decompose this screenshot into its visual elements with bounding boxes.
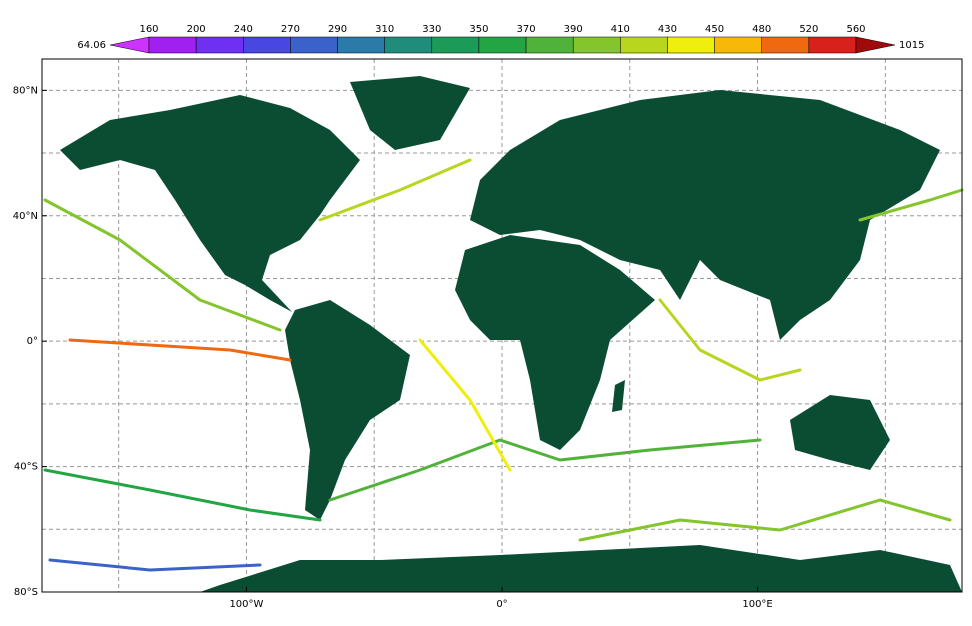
colorbar-box bbox=[384, 36, 433, 54]
colorbar-label: 450 bbox=[705, 24, 724, 35]
colorbar-label: 430 bbox=[658, 24, 677, 35]
ship-track bbox=[48, 558, 262, 572]
lat-tick-label: 80°S bbox=[14, 587, 38, 598]
ship-track bbox=[858, 188, 964, 222]
ship-track bbox=[43, 198, 282, 332]
colorbar-box bbox=[667, 36, 715, 54]
colorbar-label: 520 bbox=[799, 24, 818, 35]
colorbar-label: 370 bbox=[517, 24, 536, 35]
ship-track bbox=[658, 298, 802, 382]
colorbar-box bbox=[243, 36, 291, 54]
eurasia bbox=[470, 90, 940, 340]
colorbar-label: 480 bbox=[752, 24, 771, 35]
colorbar-box bbox=[290, 36, 338, 54]
colorbar-label: 390 bbox=[564, 24, 583, 35]
colorbar-label: 310 bbox=[375, 24, 394, 35]
north-america bbox=[60, 95, 360, 312]
colorbar-box bbox=[808, 36, 857, 54]
greenland bbox=[350, 76, 470, 150]
colorbar-max-label: 1015 bbox=[899, 40, 924, 51]
lat-tick-label: 40°S bbox=[14, 462, 38, 473]
colorbar-low bbox=[109, 36, 150, 54]
lat-tick-label: 0° bbox=[27, 336, 38, 347]
ship-track bbox=[418, 338, 512, 472]
colorbar-box bbox=[525, 36, 574, 54]
madagascar bbox=[612, 380, 625, 412]
ship-track bbox=[318, 158, 472, 222]
ship-tracks bbox=[43, 158, 964, 572]
colorbar-min-label: 64.06 bbox=[77, 40, 106, 51]
colorbar: 160 200 240 270 290 310 330 350 370 390 410 430 450 4… bbox=[77, 24, 924, 54]
colorbar-box bbox=[761, 36, 810, 54]
lon-tick-label: 100°W bbox=[229, 599, 263, 610]
ship-track bbox=[328, 438, 762, 502]
colorbar-label: 350 bbox=[469, 24, 488, 35]
colorbar-box bbox=[148, 36, 197, 54]
antarctica bbox=[200, 545, 962, 592]
lon-tick-label: 100°E bbox=[742, 599, 772, 610]
africa bbox=[455, 235, 655, 450]
colorbar-box bbox=[572, 36, 621, 54]
australia bbox=[790, 395, 890, 470]
colorbar-box bbox=[337, 36, 385, 54]
south-america bbox=[285, 300, 410, 520]
colorbar-box bbox=[620, 36, 668, 54]
colorbar-label: 200 bbox=[187, 24, 206, 35]
colorbar-box bbox=[478, 36, 527, 54]
colorbar-label: 330 bbox=[422, 24, 441, 35]
colorbar-high bbox=[855, 36, 896, 54]
colorbar-box bbox=[431, 36, 480, 54]
colorbar-label: 410 bbox=[611, 24, 630, 35]
ship-track bbox=[578, 498, 952, 542]
ship-track bbox=[68, 338, 292, 362]
colorbar-label: 560 bbox=[846, 24, 865, 35]
lat-tick-label: 80°N bbox=[13, 85, 38, 96]
colorbar-label: 160 bbox=[139, 24, 158, 35]
colorbar-label: 270 bbox=[281, 24, 300, 35]
axis-labels: 80°N 40°N 0° 40°S 80°S 100°W 0° 100°E bbox=[13, 85, 773, 610]
land bbox=[60, 76, 962, 592]
colorbar-label: 290 bbox=[328, 24, 347, 35]
colorbar-label: 240 bbox=[234, 24, 253, 35]
colorbar-box bbox=[195, 36, 244, 54]
ship-track bbox=[43, 468, 322, 522]
lat-tick-label: 40°N bbox=[13, 211, 38, 222]
colorbar-box bbox=[714, 36, 762, 54]
lon-tick-label: 0° bbox=[496, 599, 507, 610]
